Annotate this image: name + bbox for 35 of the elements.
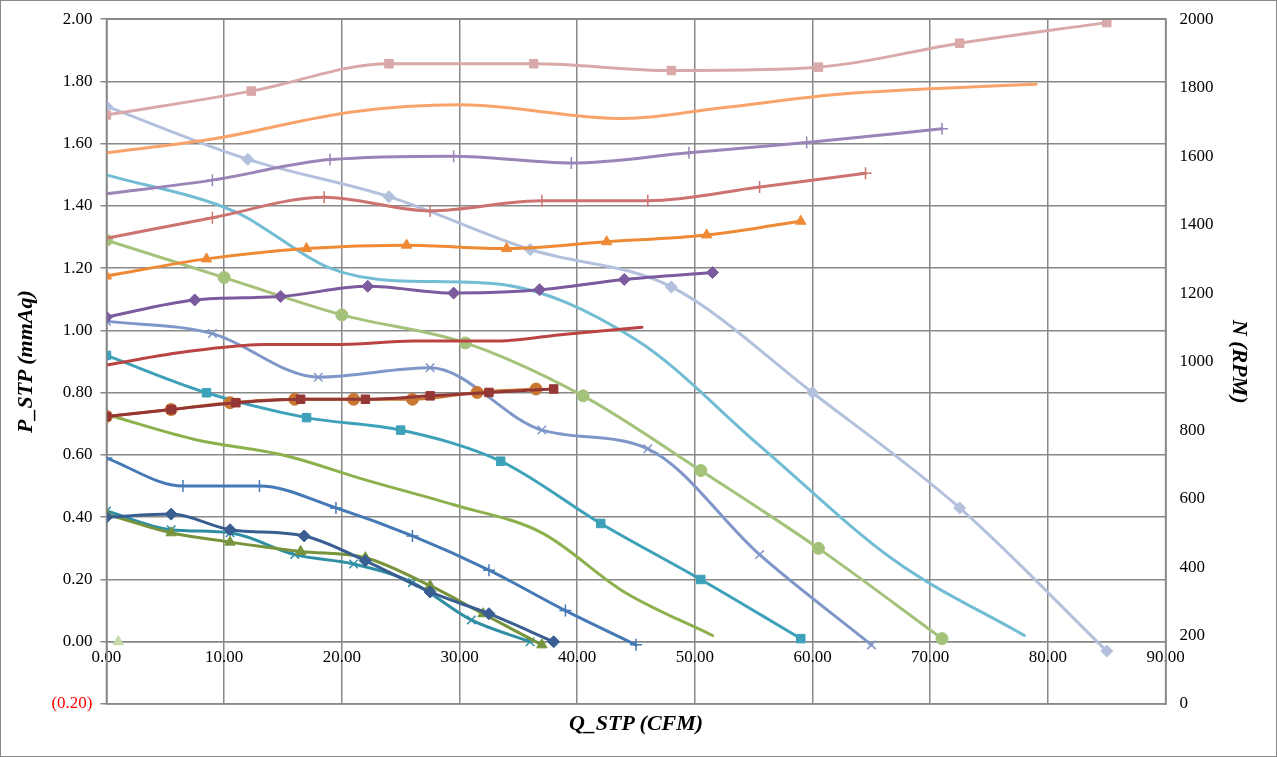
x-tick-label: 70.00 xyxy=(911,647,950,667)
x-tick-label: 60.00 xyxy=(793,647,832,667)
y-tick-label: 0.00 xyxy=(62,631,93,651)
x-tick-label: 90.00 xyxy=(1146,647,1185,667)
y2-tick-label: 600 xyxy=(1179,488,1206,508)
x-tick-label: 30.00 xyxy=(440,647,479,667)
y2-tick-label: 200 xyxy=(1179,624,1206,644)
y-tick-label: 0.40 xyxy=(62,506,93,526)
x-axis-title: Q_STP (CFM) xyxy=(568,709,704,735)
y2-axis-title: N (RPM) xyxy=(1228,318,1254,404)
x-tick-label: 80.00 xyxy=(1028,647,1068,667)
y-tick-label: 2.00 xyxy=(62,8,93,28)
y2-tick-label: 400 xyxy=(1179,556,1206,576)
y2-tick-label: 800 xyxy=(1179,419,1206,439)
x-tick-label: 10.00 xyxy=(205,647,244,667)
x-tick-label: 40.00 xyxy=(558,647,597,667)
y-tick-label: 1.20 xyxy=(62,257,93,277)
y-tick-label: 1.00 xyxy=(62,319,93,339)
y-tick-label: 1.60 xyxy=(62,133,93,153)
y2-tick-label: 2000 xyxy=(1179,8,1214,28)
y2-tick-label: 1800 xyxy=(1179,77,1214,97)
y-tick-label: 1.80 xyxy=(62,70,93,90)
y2-tick-label: 1000 xyxy=(1179,351,1214,371)
y-tick-label: 1.40 xyxy=(62,195,93,215)
x-tick-label: 50.00 xyxy=(675,647,714,667)
y2-tick-label: 1400 xyxy=(1179,214,1214,234)
y-axis-title: P_STP (mmAq) xyxy=(11,290,37,434)
x-tick-label: 20.00 xyxy=(322,647,361,667)
y2-tick-label: 1200 xyxy=(1179,282,1214,302)
y-tick-label: 0.20 xyxy=(62,568,93,588)
y2-tick-label: 0 xyxy=(1179,693,1189,713)
y-tick-label: 0.60 xyxy=(62,444,93,464)
y-tick-label: (0.20) xyxy=(51,693,93,713)
y2-tick-label: 1600 xyxy=(1179,145,1214,165)
y-tick-label: 0.80 xyxy=(62,382,93,402)
